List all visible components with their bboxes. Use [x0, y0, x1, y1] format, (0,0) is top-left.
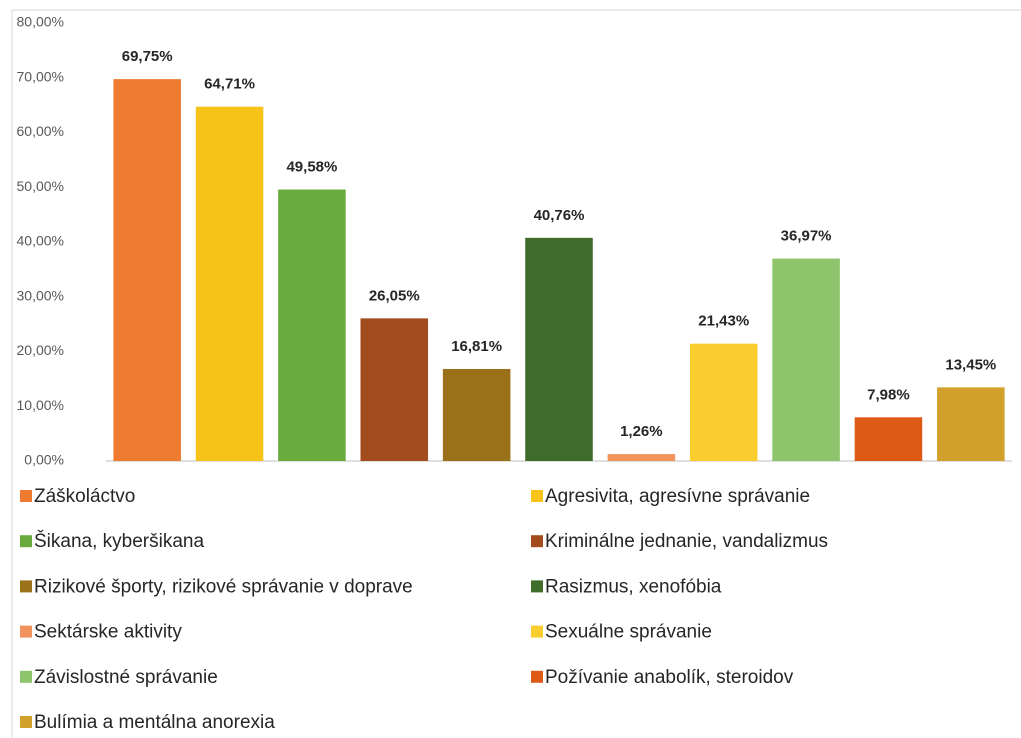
bar	[854, 417, 923, 461]
bar	[607, 454, 676, 461]
y-tick-label: 40,00%	[17, 233, 64, 249]
bar	[772, 258, 840, 461]
legend-label: Rizikové športy, rizikové správanie v do…	[34, 576, 413, 597]
legend-swatch	[20, 490, 32, 502]
bar	[195, 106, 264, 461]
bar	[113, 79, 181, 462]
data-label: 36,97%	[781, 228, 832, 245]
y-tick-label: 50,00%	[17, 178, 64, 194]
y-tick-label: 60,00%	[17, 123, 64, 139]
data-label: 21,43%	[698, 313, 749, 330]
legend-swatch	[20, 580, 32, 593]
legend-swatch	[531, 490, 543, 502]
bar	[689, 343, 758, 461]
legend-label: Závislostné správanie	[34, 667, 218, 688]
data-label: 69,75%	[122, 48, 173, 65]
y-tick-label: 0,00%	[24, 452, 64, 468]
data-label: 64,71%	[204, 76, 255, 93]
legend-label: Záškoláctvo	[34, 486, 135, 507]
legend-swatch	[20, 535, 32, 548]
legend-label: Sektárske aktivity	[34, 622, 182, 643]
bar	[937, 387, 1005, 461]
legend-swatch	[531, 625, 543, 638]
data-label: 26,05%	[369, 287, 420, 304]
y-tick-label: 10,00%	[17, 397, 64, 413]
data-label: 7,98%	[867, 386, 910, 403]
y-tick-label: 30,00%	[17, 287, 64, 303]
legend-swatch	[531, 535, 543, 548]
y-tick-label: 80,00%	[17, 14, 64, 30]
legend-swatch	[20, 716, 32, 728]
data-label: 16,81%	[451, 338, 502, 355]
legend-label: Agresivita, agresívne správanie	[545, 486, 810, 507]
data-label: 40,76%	[534, 207, 585, 224]
bar	[525, 237, 593, 461]
data-label: 13,45%	[945, 356, 996, 373]
bar	[442, 368, 511, 461]
legend-label: Šikana, kyberšikana	[34, 530, 204, 552]
bar	[360, 318, 429, 461]
bar	[278, 189, 346, 461]
legend-label: Rasizmus, xenofóbia	[545, 576, 722, 597]
legend-label: Požívanie anabolík, steroidov	[545, 667, 794, 688]
y-tick-label: 20,00%	[17, 342, 64, 358]
legend-label: Kriminálne jednanie, vandalizmus	[545, 531, 828, 552]
legend-swatch	[20, 670, 32, 683]
legend-swatch	[531, 670, 543, 683]
legend-label: Bulímia a mentálna anorexia	[34, 712, 275, 733]
legend-label: Sexuálne správanie	[545, 622, 712, 643]
legend-swatch	[20, 625, 32, 638]
y-tick-label: 70,00%	[17, 68, 64, 84]
legend-swatch	[531, 580, 543, 593]
data-label: 49,58%	[286, 159, 337, 176]
data-label: 1,26%	[620, 423, 663, 440]
